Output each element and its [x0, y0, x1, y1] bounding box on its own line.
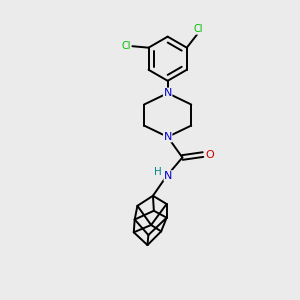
- Text: N: N: [164, 171, 172, 181]
- Text: O: O: [205, 150, 214, 160]
- Text: Cl: Cl: [121, 40, 130, 51]
- Text: N: N: [164, 88, 172, 98]
- Text: H: H: [154, 167, 162, 177]
- Text: N: N: [164, 132, 172, 142]
- Text: Cl: Cl: [194, 24, 203, 34]
